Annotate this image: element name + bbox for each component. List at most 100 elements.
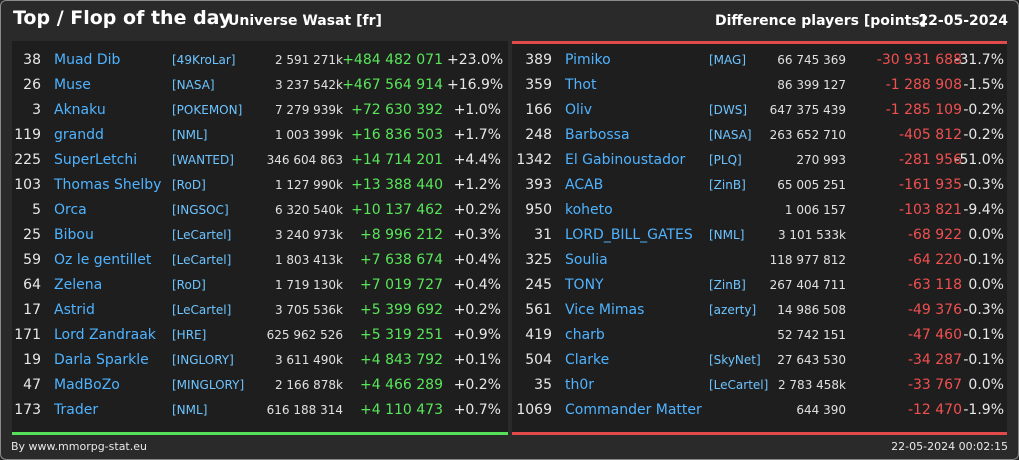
player-name-link[interactable]: Astrid — [54, 302, 95, 318]
alliance-tag-link[interactable]: [INGSOC] — [172, 203, 229, 217]
alliance-tag-link[interactable]: [WANTED] — [172, 153, 234, 167]
percent-change: -0.3% — [963, 302, 1004, 318]
player-name-link[interactable]: Trader — [54, 402, 99, 418]
player-rank: 393 — [525, 177, 552, 193]
alliance-tag-link[interactable]: [NML] — [172, 128, 208, 142]
alliance-tag-link[interactable]: [DWS] — [709, 103, 748, 117]
points-difference: +8 996 212 — [360, 227, 443, 243]
player-name-link[interactable]: charb — [565, 327, 605, 343]
player-name-link[interactable]: th0r — [565, 377, 595, 393]
alliance-tag-link[interactable]: [LeCartel] — [172, 253, 232, 267]
alliance-tag-link[interactable]: [NML] — [709, 228, 745, 242]
player-name-link[interactable]: Zelena — [54, 277, 103, 293]
alliance-tag-link[interactable]: [ZinB] — [709, 278, 746, 292]
player-name-link[interactable]: Aknaku — [54, 102, 106, 118]
alliance-tag-link[interactable]: [ZinB] — [709, 178, 746, 192]
player-rank: 19 — [23, 352, 41, 368]
points-difference: -1 288 908 — [885, 77, 962, 93]
flop-row: 1069 Commander Matter 644 390 -12 470 -1.9% — [512, 398, 1012, 423]
alliance-tag-link[interactable]: [PLQ] — [709, 153, 742, 167]
top-row: 38 Muad Dib [49KroLar] 2 591 271k +484 482 0… — [1, 48, 504, 73]
player-name-link[interactable]: grandd — [54, 127, 104, 143]
player-name-link[interactable]: Oliv — [565, 102, 593, 118]
player-points: 1 719 130k — [274, 278, 343, 292]
alliance-tag-link[interactable]: [49KroLar] — [172, 53, 236, 67]
player-rank: 950 — [525, 202, 552, 218]
points-difference: +7 019 727 — [360, 277, 443, 293]
alliance-tag-link[interactable]: [POKEMON] — [172, 103, 243, 117]
player-rank: 248 — [525, 127, 552, 143]
player-rank: 17 — [23, 302, 41, 318]
alliance-tag-link[interactable]: [INGLORY] — [172, 353, 234, 367]
player-rank: 64 — [23, 277, 41, 293]
player-name-link[interactable]: Oz le gentillet — [54, 252, 152, 268]
percent-change: +0.1% — [453, 352, 501, 368]
player-name-link[interactable]: LORD_BILL_GATES — [565, 227, 693, 243]
top-row: 17 Astrid [LeCartel] 3 705 536k +5 399 692 +0… — [1, 298, 501, 323]
player-name-link[interactable]: Orca — [54, 202, 87, 218]
alliance-tag-link[interactable]: [HRE] — [172, 328, 207, 342]
universe-label: Universe Wasat [fr] — [228, 13, 382, 29]
player-points: 647 375 439 — [769, 103, 846, 117]
top-row: 171 Lord Zandraak [HRE] 625 962 526 +5 319 2… — [1, 323, 501, 348]
alliance-tag-link[interactable]: [RoD] — [172, 178, 206, 192]
percent-change: +23.0% — [447, 52, 504, 68]
player-name-link[interactable]: Bibou — [54, 227, 94, 243]
player-name-link[interactable]: Thot — [565, 77, 597, 93]
player-points: 2 166 878k — [274, 378, 343, 392]
percent-change: +1.2% — [453, 177, 501, 193]
player-name-link[interactable]: Darla Sparkle — [54, 352, 149, 368]
player-name-link[interactable]: Muad Dib — [54, 52, 121, 68]
player-name-link[interactable]: Vice Mimas — [565, 302, 645, 318]
alliance-tag-link[interactable]: [NML] — [172, 403, 208, 417]
top-row: 19 Darla Sparkle [INGLORY] 3 611 490k +4 843… — [1, 348, 501, 373]
player-name-link[interactable]: TONY — [565, 277, 604, 293]
player-name-link[interactable]: Commander Matter — [565, 402, 702, 418]
alliance-tag-link[interactable]: [LeCartel] — [172, 228, 232, 242]
player-name-link[interactable]: Muse — [54, 77, 91, 93]
alliance-tag-link[interactable]: [NASA] — [709, 128, 752, 142]
player-name-link[interactable]: SuperLetchi — [54, 152, 138, 168]
alliance-tag-link[interactable]: [SkyNet] — [709, 353, 761, 367]
percent-change: -51.0% — [954, 152, 1004, 168]
player-rank: 103 — [14, 177, 41, 193]
percent-change: -0.1% — [963, 352, 1004, 368]
percent-change: -0.1% — [963, 252, 1004, 268]
flop-top-divider — [512, 41, 1007, 44]
alliance-tag-link[interactable]: [azerty] — [709, 303, 757, 317]
player-name-link[interactable]: ACAB — [565, 177, 604, 193]
top-row: 59 Oz le gentillet [LeCartel] 1 803 413k +7 … — [1, 248, 501, 273]
player-rank: 1069 — [516, 402, 552, 418]
alliance-tag-link[interactable]: [LeCartel] — [172, 303, 232, 317]
player-name-link[interactable]: Thomas Shelby — [54, 177, 162, 193]
player-points: 1 006 157 — [784, 203, 846, 217]
player-points: 1 803 413k — [274, 253, 343, 267]
player-name-link[interactable]: koheto — [565, 202, 613, 218]
player-name-link[interactable]: Clarke — [565, 352, 610, 368]
percent-change: 0.0% — [968, 277, 1004, 293]
footer-source: By www.mmorpg-stat.eu — [11, 440, 147, 453]
percent-change: +0.3% — [453, 227, 501, 243]
alliance-tag-link[interactable]: [LeCartel] — [709, 378, 769, 392]
alliance-tag-link[interactable]: [MINGLORY] — [172, 378, 245, 392]
flop-row: 359 Thot 86 399 127 -1 288 908 -1.5% — [512, 73, 1012, 98]
points-difference: +5 399 692 — [360, 302, 443, 318]
player-points: 3 237 542k — [274, 78, 343, 92]
percent-change: +0.2% — [453, 202, 501, 218]
player-name-link[interactable]: MadBoZo — [54, 377, 120, 393]
alliance-tag-link[interactable]: [MAG] — [709, 53, 747, 67]
points-difference: -47 460 — [907, 327, 962, 343]
percent-change: +0.7% — [453, 402, 501, 418]
points-difference: +10 137 462 — [351, 202, 443, 218]
player-name-link[interactable]: El Gabinoustador — [565, 152, 686, 168]
alliance-tag-link[interactable]: [RoD] — [172, 278, 206, 292]
points-difference: +467 564 914 — [342, 77, 443, 93]
player-name-link[interactable]: Pimiko — [565, 52, 611, 68]
player-name-link[interactable]: Barbossa — [565, 127, 630, 143]
player-name-link[interactable]: Lord Zandraak — [54, 327, 156, 343]
top-row: 47 MadBoZo [MINGLORY] 2 166 878k +4 466 289 +… — [1, 373, 501, 398]
player-name-link[interactable]: Soulia — [565, 252, 608, 268]
alliance-tag-link[interactable]: [NASA] — [172, 78, 215, 92]
flop-row: 950 koheto 1 006 157 -103 821 -9.4% — [512, 198, 1012, 223]
top-row: 64 Zelena [RoD] 1 719 130k +7 019 727 +0.4% — [1, 273, 501, 298]
